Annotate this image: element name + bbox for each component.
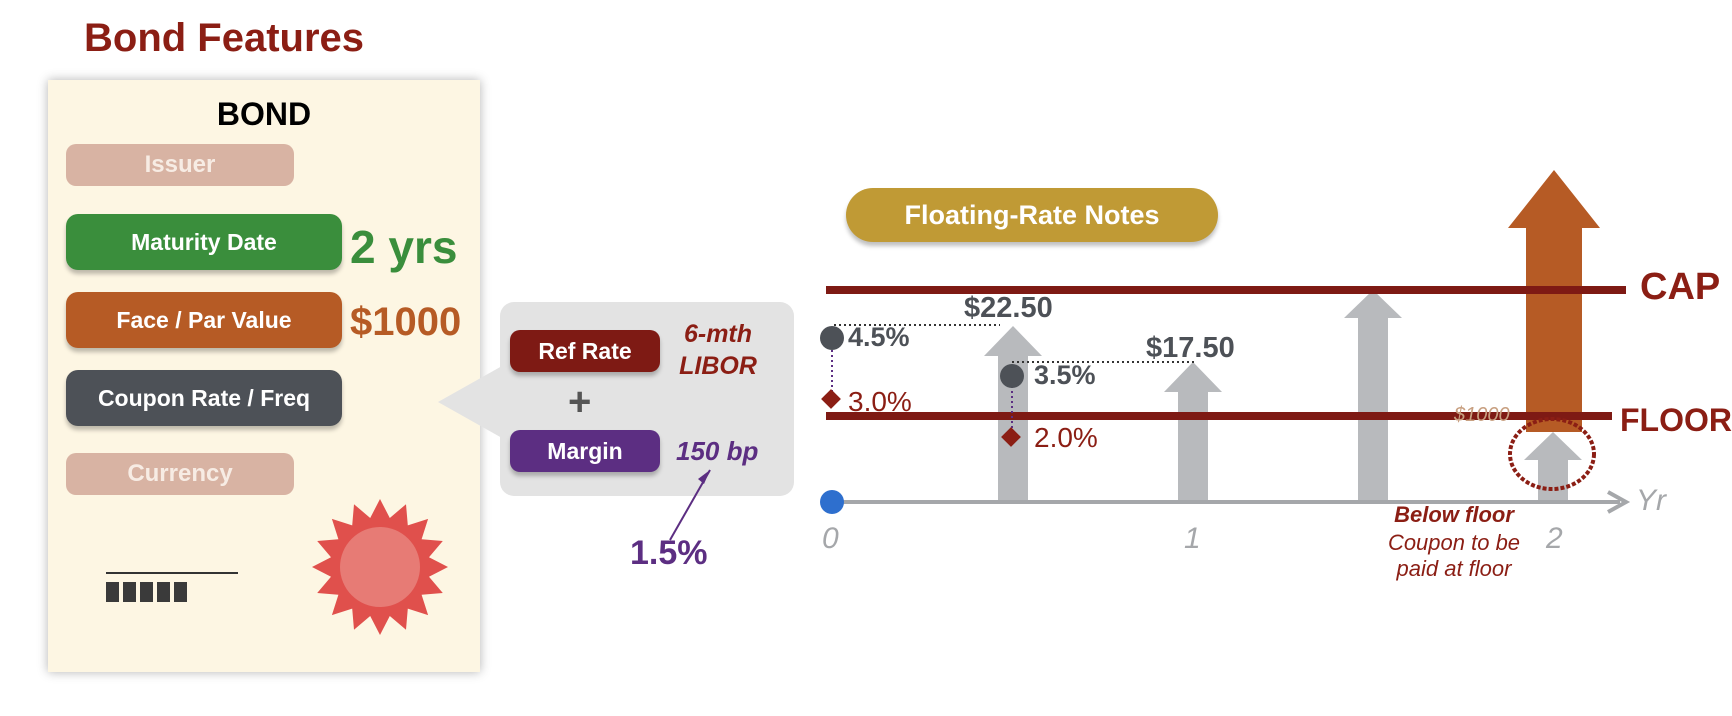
ref-rate-label: Ref Rate (510, 330, 660, 372)
cap-label: CAP (1640, 266, 1721, 308)
tick-0: 0 (822, 522, 839, 555)
margin-value: 150 bp (676, 436, 759, 466)
margin-label: Margin (510, 430, 660, 472)
rate-label-3-5: 3.5% (1034, 360, 1096, 390)
total-rate-point-2 (1000, 364, 1024, 388)
coupon-rate-label: Coupon Rate / Freq (66, 370, 342, 426)
margin-conversion-arrowhead (698, 470, 710, 484)
payment-label-2: $17.50 (1146, 332, 1235, 364)
payment-label-1: $22.50 (964, 292, 1053, 324)
issuer-label: Issuer (66, 144, 294, 186)
rate-label-3-0: 3.0% (848, 386, 912, 417)
start-point (820, 490, 844, 514)
frn-title: Floating-Rate Notes (846, 188, 1218, 242)
coupon-arrow-3 (1344, 290, 1402, 502)
below-floor-line-2: paid at floor (1396, 556, 1512, 581)
currency-label: Currency (66, 453, 294, 495)
below-floor-line-1: Coupon to be (1387, 530, 1521, 555)
below-floor-title: Below floor (1394, 502, 1514, 527)
total-rate-point-1 (820, 326, 844, 350)
ref-rate-value: 6-mth LIBOR (679, 320, 757, 380)
barcode-icon (106, 582, 187, 602)
page-title: Bond Features (84, 16, 365, 60)
face-value-label: Face / Par Value (66, 292, 342, 348)
seal-icon (312, 499, 448, 635)
bond-heading: BOND (216, 96, 312, 132)
rate-label-4-5: 4.5% (848, 322, 910, 352)
margin-percent: 1.5% (630, 534, 708, 572)
plus-sign: + (568, 380, 592, 424)
coupon-arrow-4 (1524, 432, 1582, 502)
principal-arrow (1508, 170, 1600, 432)
time-axis-arrowhead (1607, 490, 1631, 514)
tick-2: 2 (1546, 522, 1563, 555)
ref-rate-point-1 (821, 389, 841, 409)
maturity-date-label: Maturity Date (66, 214, 342, 270)
signature-line (106, 572, 238, 574)
below-floor-circle (1508, 417, 1596, 491)
floor-label: FLOOR (1620, 402, 1732, 438)
coupon-arrow-2 (1164, 362, 1222, 502)
rate-label-2-0: 2.0% (1034, 422, 1098, 453)
maturity-value: 2 yrs (350, 221, 458, 273)
axis-label: Yr (1636, 484, 1666, 517)
faded-face-label: $1000 (1454, 404, 1510, 426)
face-value: $1000 (350, 300, 462, 344)
ref-rate-point-2 (1001, 427, 1021, 447)
tick-1: 1 (1184, 522, 1201, 555)
